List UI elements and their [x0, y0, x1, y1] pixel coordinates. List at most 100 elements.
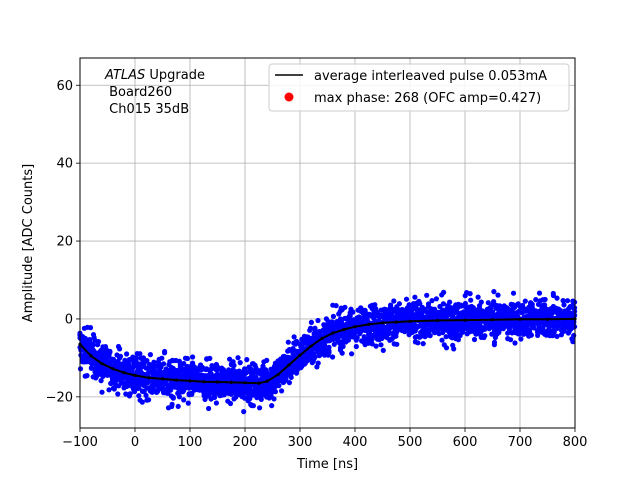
sample-point — [227, 356, 233, 362]
x-tick-label: 100 — [178, 435, 203, 450]
sample-point — [512, 340, 518, 346]
sample-point — [169, 403, 175, 410]
sample-point — [462, 300, 468, 307]
sample-point — [353, 343, 359, 350]
sample-point — [308, 319, 314, 325]
average-pulse-point — [188, 379, 192, 383]
average-pulse-point — [518, 317, 522, 321]
x-tick-label: 400 — [343, 435, 368, 450]
sample-point — [159, 355, 165, 361]
sample-point — [475, 294, 481, 300]
sample-point — [531, 325, 537, 331]
sample-point — [349, 351, 355, 357]
sample-point — [570, 339, 576, 345]
sample-point — [497, 303, 503, 309]
sample-point — [90, 342, 96, 348]
x-tick-label: 800 — [563, 435, 588, 450]
sample-point — [482, 333, 488, 339]
sample-point — [529, 301, 535, 307]
average-pulse-point — [545, 317, 550, 321]
sample-point — [468, 297, 474, 303]
average-pulse-point — [276, 373, 280, 377]
sample-point — [429, 298, 435, 304]
sample-point — [478, 299, 484, 305]
sample-point — [258, 396, 264, 402]
sample-point — [182, 355, 189, 361]
average-pulse-point — [174, 378, 178, 382]
sample-point — [212, 394, 218, 400]
sample-point — [276, 383, 282, 389]
sample-point — [204, 356, 210, 362]
sample-point — [533, 297, 539, 303]
average-pulse-point — [243, 381, 247, 385]
y-tick-label: 60 — [56, 79, 73, 94]
annotation-line-2: Board260 — [105, 85, 172, 100]
sample-point — [471, 336, 478, 343]
annotation-line-3: Ch015 35dB — [105, 102, 189, 117]
sample-point — [412, 294, 418, 300]
sample-point — [528, 332, 535, 338]
average-pulse-point — [89, 354, 93, 358]
sample-point — [291, 334, 297, 340]
sample-point — [144, 358, 150, 364]
annotation-line-1: ATLAS Upgrade — [104, 68, 205, 83]
legend-box — [268, 63, 570, 112]
sample-point — [443, 334, 449, 340]
sample-point — [107, 348, 113, 354]
sample-point — [133, 359, 139, 365]
sample-point — [213, 400, 219, 406]
sample-scatter — [77, 289, 578, 415]
average-pulse-point — [202, 380, 206, 384]
sample-point — [561, 302, 567, 308]
sample-point — [508, 337, 514, 343]
sample-point — [339, 350, 345, 356]
sample-point — [181, 360, 187, 367]
sample-point — [116, 383, 122, 389]
sample-point — [424, 292, 430, 298]
average-pulse-point — [331, 331, 335, 335]
sample-point — [241, 409, 247, 415]
sample-point — [345, 337, 351, 343]
sample-point — [378, 342, 384, 348]
sample-point — [482, 326, 488, 332]
sample-point — [369, 341, 375, 347]
sample-point — [237, 360, 243, 366]
sample-point — [561, 328, 567, 334]
sample-point — [95, 339, 102, 345]
average-pulse-point — [490, 318, 495, 322]
x-tick-label: −100 — [62, 435, 98, 450]
average-pulse-point — [463, 318, 467, 322]
sample-point — [161, 361, 167, 367]
y-tick-label: 0 — [65, 312, 73, 327]
y-tick-label: 40 — [56, 157, 73, 172]
sample-point — [491, 289, 497, 295]
sample-point — [415, 340, 421, 346]
sample-point — [542, 296, 548, 303]
sample-point — [181, 397, 187, 403]
annotation: ATLAS Upgrade Board260 Ch015 35dB — [104, 68, 205, 117]
annotation-upgrade: Upgrade — [145, 68, 205, 83]
sample-point — [315, 317, 321, 324]
average-pulse-point — [257, 381, 261, 385]
average-pulse-point — [122, 371, 126, 375]
sample-point — [271, 396, 277, 402]
sample-point — [191, 364, 197, 370]
x-tick-label: 500 — [398, 435, 423, 450]
average-pulse-point — [229, 380, 233, 384]
sample-point — [269, 403, 275, 409]
sample-point — [554, 333, 560, 339]
sample-point — [151, 359, 157, 365]
sample-point — [82, 373, 88, 379]
x-tick-label: 200 — [233, 435, 258, 450]
sample-point — [330, 302, 336, 308]
sample-point — [185, 400, 191, 406]
average-pulse-point — [408, 319, 412, 323]
sample-point — [117, 353, 124, 359]
sample-point — [439, 337, 445, 343]
sample-point — [140, 355, 146, 361]
sample-point — [396, 301, 402, 307]
sample-point — [354, 335, 360, 341]
sample-point — [283, 376, 289, 382]
sample-point — [170, 394, 176, 400]
